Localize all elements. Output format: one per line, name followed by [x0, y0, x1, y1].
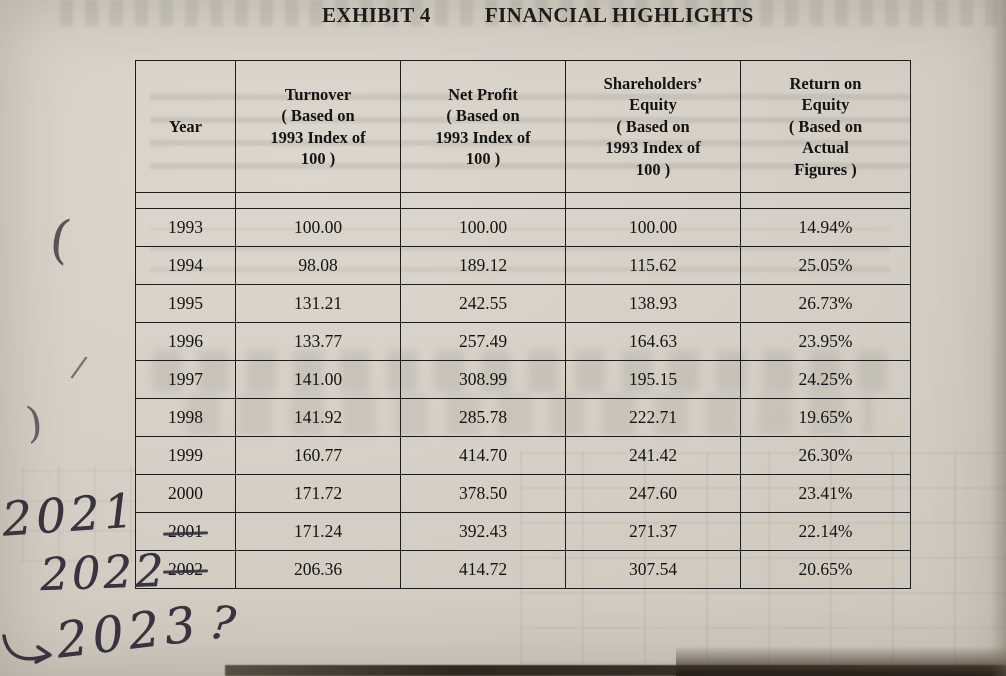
- value-cell: 14.94%: [740, 208, 911, 247]
- value-cell: 138.93: [565, 284, 741, 323]
- handwritten-year-2021: 2021: [0, 483, 140, 548]
- value-cell: 247.60: [565, 474, 741, 513]
- value-cell: 222.71: [565, 398, 741, 437]
- value-cell: 378.50: [400, 474, 566, 513]
- value-cell: 23.41%: [740, 474, 911, 513]
- year-cell: 1994: [135, 246, 236, 285]
- table-row: 1994 98.08 189.12 115.62 25.05%: [135, 246, 911, 285]
- year-cell: 1999: [135, 436, 236, 475]
- value-cell: 171.24: [235, 512, 401, 551]
- table-row: 1999 160.77 414.70 241.42 26.30%: [135, 436, 911, 475]
- table-row: 1996 133.77 257.49 164.63 23.95%: [135, 322, 911, 361]
- pen-mark-open-paren: (: [45, 208, 75, 272]
- table-row: 2002 206.36 414.72 307.54 20.65%: [135, 550, 911, 589]
- header-row: Year Turnover ( Based on 1993 Index of 1…: [135, 60, 911, 193]
- value-cell: 414.70: [400, 436, 566, 475]
- value-cell: 308.99: [400, 360, 566, 399]
- value-cell: 171.72: [235, 474, 401, 513]
- value-cell: 271.37: [565, 512, 741, 551]
- value-cell: 242.55: [400, 284, 566, 323]
- value-cell: 141.92: [235, 398, 401, 437]
- year-cell: 1993: [135, 208, 236, 247]
- table-body: 1993 100.00 100.00 100.00 14.94% 1994 98.08 189…: [135, 192, 911, 589]
- value-cell: 100.00: [235, 208, 401, 247]
- spacer-cell: [235, 192, 401, 209]
- year-cell: 1997: [135, 360, 236, 399]
- document-title: EXHIBIT 4 FINANCIAL HIGHLIGHTS: [322, 3, 754, 28]
- spacer-cell: [400, 192, 566, 209]
- table-row: 1995 131.21 242.55 138.93 26.73%: [135, 284, 911, 323]
- table-row: 2000 171.72 378.50 247.60 23.41%: [135, 474, 911, 513]
- spacer-cell: [135, 192, 236, 209]
- col-header-return-on-equity: Return on Equity ( Based on Actual Figur…: [740, 60, 911, 193]
- table-row: 1993 100.00 100.00 100.00 14.94%: [135, 208, 911, 247]
- page-edge-shadow-corner: [676, 646, 1006, 676]
- spacer-cell: [565, 192, 741, 209]
- financial-highlights-table: Year Turnover ( Based on 1993 Index of 1…: [135, 60, 911, 589]
- value-cell: 25.05%: [740, 246, 911, 285]
- handwritten-year-2022: 2022: [39, 543, 168, 602]
- value-cell: 20.65%: [740, 550, 911, 589]
- year-cell: 1996: [135, 322, 236, 361]
- pen-mark-close-paren: ): [23, 397, 45, 448]
- spacer-cell: [740, 192, 911, 209]
- value-cell: 241.42: [565, 436, 741, 475]
- value-cell: 307.54: [565, 550, 741, 589]
- value-cell: 22.14%: [740, 512, 911, 551]
- curved-right-arrow-icon: [2, 634, 52, 664]
- value-cell: 19.65%: [740, 398, 911, 437]
- year-cell: 1995: [135, 284, 236, 323]
- handwritten-year-2023: 2023: [53, 595, 204, 670]
- spacer-row: [135, 192, 911, 209]
- value-cell: 98.08: [235, 246, 401, 285]
- page-title: FINANCIAL HIGHLIGHTS: [484, 3, 754, 27]
- value-cell: 160.77: [235, 436, 401, 475]
- page-edge-shadow-bottom: [225, 665, 1006, 676]
- value-cell: 100.00: [565, 208, 741, 247]
- table-row: 1997 141.00 308.99 195.15 24.25%: [135, 360, 911, 399]
- value-cell: 133.77: [235, 322, 401, 361]
- col-header-shareholders-equity: Shareholders’ Equity ( Based on 1993 Ind…: [565, 60, 741, 193]
- col-header-turnover: Turnover ( Based on 1993 Index of 100 ): [235, 60, 401, 193]
- value-cell: 164.63: [565, 322, 741, 361]
- pen-mark-slash: /: [68, 349, 90, 386]
- handwritten-question-mark: ?: [206, 594, 239, 652]
- value-cell: 189.12: [400, 246, 566, 285]
- value-cell: 131.21: [235, 284, 401, 323]
- value-cell: 392.43: [400, 512, 566, 551]
- col-header-net-profit: Net Profit ( Based on 1993 Index of 100 …: [400, 60, 566, 193]
- value-cell: 26.73%: [740, 284, 911, 323]
- value-cell: 24.25%: [740, 360, 911, 399]
- year-cell: 1998: [135, 398, 236, 437]
- value-cell: 206.36: [235, 550, 401, 589]
- value-cell: 141.00: [235, 360, 401, 399]
- value-cell: 257.49: [400, 322, 566, 361]
- value-cell: 115.62: [565, 246, 741, 285]
- value-cell: 195.15: [565, 360, 741, 399]
- year-cell: 2002: [135, 550, 236, 589]
- page-edge-shadow-right: [990, 0, 1006, 676]
- value-cell: 285.78: [400, 398, 566, 437]
- value-cell: 100.00: [400, 208, 566, 247]
- exhibit-label: EXHIBIT 4: [322, 3, 431, 27]
- table-row: 2001 171.24 392.43 271.37 22.14%: [135, 512, 911, 551]
- table-row: 1998 141.92 285.78 222.71 19.65%: [135, 398, 911, 437]
- value-cell: 26.30%: [740, 436, 911, 475]
- value-cell: 414.72: [400, 550, 566, 589]
- year-cell: 2000: [135, 474, 236, 513]
- value-cell: 23.95%: [740, 322, 911, 361]
- col-header-year: Year: [135, 60, 236, 193]
